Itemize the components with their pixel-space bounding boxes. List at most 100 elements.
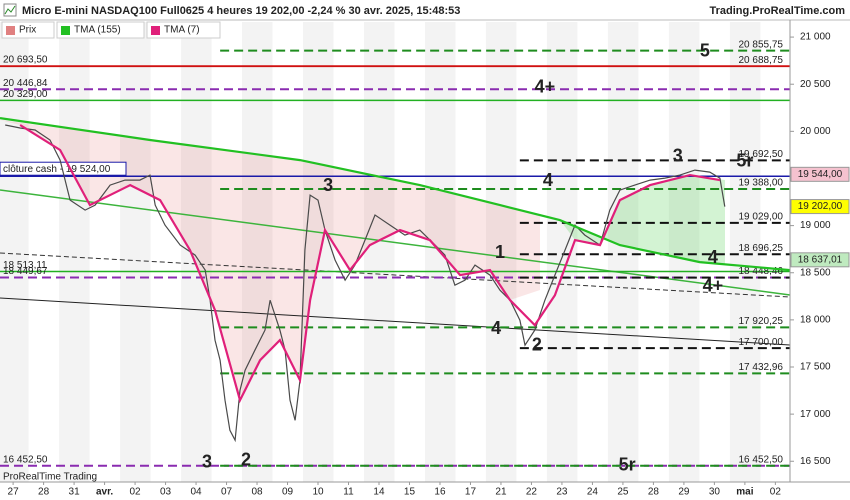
price-tag-label: 19 544,00 — [798, 169, 843, 180]
legend-swatch — [151, 26, 160, 35]
x-tick-label: 25 — [617, 487, 629, 498]
x-tick-label: 24 — [587, 487, 599, 498]
x-tick-label: 02 — [130, 487, 142, 498]
x-tick-label: 23 — [556, 487, 568, 498]
y-tick-label: 18 000 — [800, 315, 831, 326]
footer: ProRealTime Trading — [3, 472, 97, 483]
x-tick-label: 29 — [678, 487, 690, 498]
wave-label: 2 — [532, 335, 542, 355]
y-tick-label: 18 500 — [800, 267, 831, 278]
wave-label: 3 — [673, 146, 683, 166]
y-tick-label: 21 000 — [800, 32, 831, 43]
legend-swatch — [6, 26, 15, 35]
cash-close-box — [0, 161, 127, 176]
grid-stripe — [242, 22, 273, 482]
x-tick-label: 15 — [404, 487, 416, 498]
y-tick-label: 19 000 — [800, 220, 831, 231]
level-label: 17 700,00 — [739, 337, 784, 348]
grid-stripe — [729, 22, 761, 482]
axes: 27 28 31 avr. 02 03 04 07 08 09 10 11 14 15 16 17 21 22 23… — [8, 32, 850, 498]
price-tag-label: 18 637,01 — [798, 254, 843, 265]
x-tick-label: 31 — [69, 487, 81, 498]
grid-stripe — [668, 22, 700, 482]
grid-stripe — [0, 22, 29, 482]
level-label: 18 696,25 — [739, 243, 784, 254]
wave-label: 5r — [619, 455, 636, 475]
grid-stripe — [120, 22, 151, 482]
legend-label: TMA (7) — [164, 25, 200, 36]
x-tick-label: 07 — [221, 487, 233, 498]
legend-box — [146, 21, 221, 39]
wave-label: 4 — [708, 247, 718, 267]
legend-box — [56, 21, 145, 39]
cash-close-label: clôture cash - 19 524,00 — [3, 164, 111, 175]
price-tag — [790, 199, 850, 215]
x-tick-label: 16 — [434, 487, 446, 498]
wave-label: 3 — [323, 175, 333, 195]
grid-stripe — [363, 22, 395, 482]
level-label: 20 693,50 — [3, 55, 48, 66]
bullish-zone — [560, 175, 725, 265]
site: Trading.ProRealTime.com — [709, 5, 845, 17]
wave-label: 4 — [543, 170, 553, 190]
y-tick-label: 17 000 — [800, 409, 831, 420]
x-tick-label: 28 — [648, 487, 660, 498]
level-label: 18 513,11 — [3, 260, 47, 271]
trendline — [0, 252, 791, 298]
wave-label: 1 — [495, 242, 505, 262]
legend: Prix TMA (155) TMA (7) — [1, 21, 221, 39]
x-tick-label: 21 — [495, 487, 507, 498]
y-tick-label: 20 500 — [800, 79, 831, 90]
level-label: 20 855,75 — [739, 39, 784, 50]
grid-stripe — [303, 22, 334, 482]
level-label: 16 452,50 — [739, 454, 784, 465]
level-label: 20 446,84 — [3, 78, 48, 89]
level-label: 18 449,67 — [3, 266, 48, 277]
plot — [0, 117, 791, 443]
chart-icon — [3, 3, 17, 17]
level-label: 19 692,50 — [739, 149, 784, 160]
level-label: 20 329,00 — [3, 89, 48, 100]
legend-label: Prix — [19, 25, 36, 36]
wave-label: 2 — [241, 450, 251, 470]
price-tag-label: 19 202,00 — [798, 201, 843, 212]
chart-icon — [4, 5, 16, 15]
x-tick-label: 30 — [709, 487, 721, 498]
x-tick-label: 17 — [465, 487, 477, 498]
x-tick-label: 28 — [38, 487, 50, 498]
legend-label: TMA (155) — [74, 25, 121, 36]
y-tick-label: 17 500 — [800, 362, 831, 373]
x-tick-label: 04 — [190, 487, 202, 498]
x-tick-label: 10 — [312, 487, 324, 498]
day-stripes — [0, 22, 761, 482]
grid-stripe — [607, 22, 639, 482]
x-tick-label: 02 — [770, 487, 782, 498]
level-label: 19 388,00 — [739, 178, 784, 189]
x-tick-label: 08 — [251, 487, 263, 498]
level-label: 17 920,25 — [739, 316, 784, 327]
x-tick-label: 14 — [373, 487, 385, 498]
wave-label: 3 — [202, 452, 212, 472]
series-line — [19, 124, 721, 404]
level-label: 20 688,75 — [739, 55, 784, 66]
x-tick-label: 11 — [343, 487, 354, 498]
legend-swatch — [61, 26, 70, 35]
trendline — [0, 297, 791, 346]
x-tick-label: 27 — [8, 487, 20, 498]
y-tick-label: 16 500 — [800, 456, 831, 467]
title-bar — [0, 0, 850, 20]
level-label: 16 452,50 — [3, 454, 48, 465]
chart-title: Micro E-mini NASDAQ100 Full0625 4 heures… — [22, 5, 460, 17]
price-axis — [790, 21, 850, 482]
x-tick-label: mai — [736, 487, 753, 498]
y-tick-label: 20 000 — [800, 126, 831, 137]
wave-label: 5 — [700, 41, 710, 61]
x-tick-label: 03 — [160, 487, 172, 498]
x-tick-label: 09 — [282, 487, 294, 498]
wave-label: 4 — [491, 318, 501, 338]
x-tick-label: 22 — [526, 487, 538, 498]
series-line — [0, 117, 791, 272]
level-label: 18 448,46 — [739, 266, 784, 277]
grid-stripe — [59, 22, 90, 482]
